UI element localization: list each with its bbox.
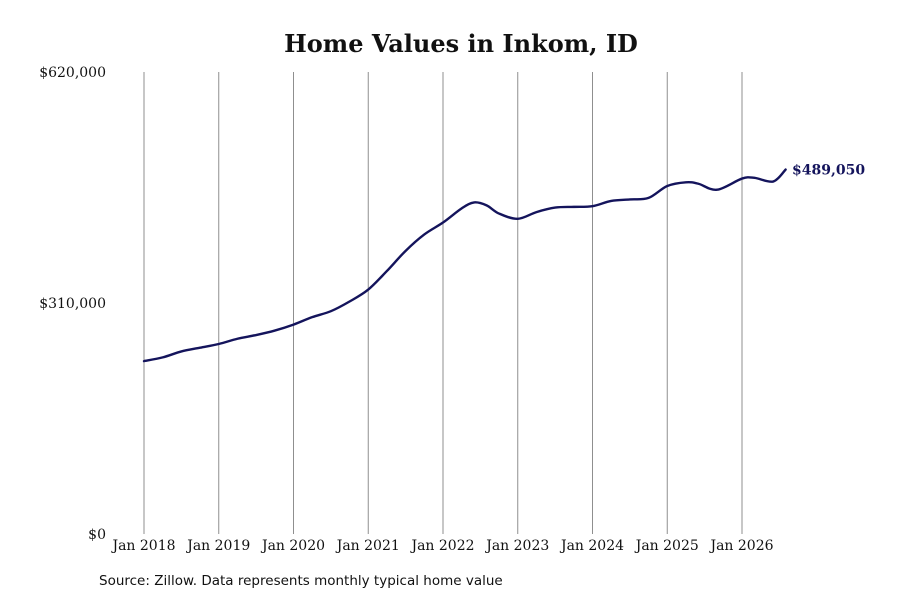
x-tick-label: Jan 2022 xyxy=(409,538,474,554)
x-tick-label: Jan 2020 xyxy=(260,538,325,554)
x-tick-label: Jan 2024 xyxy=(559,538,624,554)
series-layer xyxy=(142,168,787,363)
chart-title: Home Values in Inkom, ID xyxy=(284,29,638,58)
x-axis-ticks: Jan 2018 Jan 2019 Jan 2020 Jan 2021 Jan 2022… xyxy=(110,538,773,554)
x-tick-label: Jan 2019 xyxy=(185,538,250,554)
x-tick-label: Jan 2025 xyxy=(634,538,699,554)
y-tick-label: $620,000 xyxy=(39,65,106,81)
x-tick-label: Jan 2026 xyxy=(708,538,773,554)
source-note: Source: Zillow. Data represents monthly … xyxy=(99,573,503,589)
y-axis-ticks: $0 $310,000 $620,000 xyxy=(39,65,106,543)
home-value-line xyxy=(142,168,787,363)
y-tick-label: $310,000 xyxy=(39,296,106,312)
x-tick-label: Jan 2023 xyxy=(484,538,549,554)
y-tick-label: $0 xyxy=(88,527,106,543)
vertical-grid xyxy=(143,72,743,534)
x-tick-label: Jan 2021 xyxy=(335,538,400,554)
end-value-label: $489,050 xyxy=(792,163,865,179)
x-tick-label: Jan 2018 xyxy=(110,538,175,554)
